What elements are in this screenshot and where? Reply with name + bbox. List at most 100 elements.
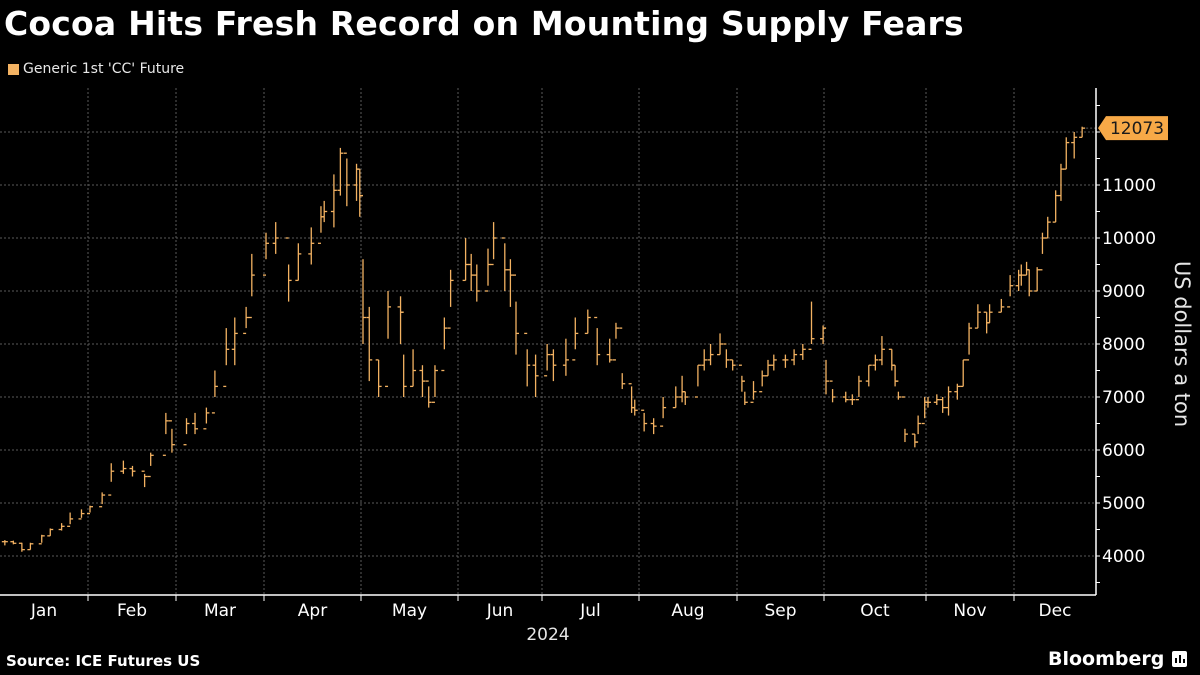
ohlc-bar [400,311,407,397]
price-bars [1,126,1086,552]
x-tick-label: Jul [579,601,601,621]
y-tick-label: 10000 [1102,229,1156,249]
y-tick-label: 8000 [1102,335,1145,355]
ohlc-bar [998,298,1005,313]
ohlc-bar [99,492,106,508]
ohlc-bar [485,248,491,292]
last-value-label: 12073 [1098,116,1168,141]
y-tick-label: 7000 [1102,388,1145,408]
x-tick-label: Jun [486,601,514,621]
ohlc-bar [707,344,714,366]
ohlc-bar [162,412,169,456]
ohlc-bar [1079,126,1086,138]
ohlc-bar [584,309,591,335]
x-tick-label: May [392,601,427,621]
ohlc-bar [808,301,815,350]
ohlc-bar [321,200,328,223]
ohlc-bar [343,152,350,207]
ohlc-bar [419,365,426,397]
brand-text: Bloomberg [1048,648,1165,670]
x-tick-label: Aug [671,601,704,621]
x-tick-label: Nov [953,601,986,621]
y-tick-label: 6000 [1102,441,1145,461]
x-axis-label: 2024 [526,625,569,645]
ohlc-bar [672,386,679,409]
axes [0,88,1100,601]
ohlc-bar [490,222,497,266]
ohlc-bar [865,364,872,387]
ohlc-bar [248,253,255,319]
y-tick-label: 5000 [1102,494,1145,514]
ohlc-bar [550,349,557,382]
ohlc-bar [1007,275,1014,308]
ohlc-bar [945,386,952,416]
ohlc-bar [986,304,993,324]
legend-swatch [8,63,19,75]
ohlc-bar [337,147,344,196]
ohlc-bar [631,399,638,416]
ohlc-bar [641,409,648,432]
ohlc-bar [921,397,928,425]
ohlc-bar [295,243,302,282]
ohlc-bar [915,415,922,443]
y-tick-label: 4000 [1102,547,1145,567]
y-axis-label: US dollars a ton [1170,261,1194,427]
ohlc-bar [619,327,626,390]
ohlc-bar [1044,216,1051,239]
ohlc-bar [1063,137,1070,170]
ohlc-bar [168,420,175,453]
ohlc-bar [901,396,908,443]
ohlc-bar [263,232,269,276]
x-tick-label: Mar [204,601,236,621]
ohlc-bar [878,336,885,366]
ohlc-bar [308,227,315,265]
ohlc-bar [679,375,686,403]
ohlc-bar [425,380,432,408]
y-tick-label: 9000 [1102,282,1145,302]
ohlc-bar [38,534,45,545]
x-tick-label: Feb [117,601,147,621]
ohlc-bar [524,332,531,387]
last-value-box [1098,116,1168,141]
ohlc-bar [366,306,373,382]
ohlc-bar [67,512,74,527]
ohlc-bar [410,349,417,388]
ohlc-bar [532,354,539,397]
x-tick-labels: Jan Feb Mar Apr May Jun Jul Aug Sep Oct Nov Dec [30,601,1072,621]
ohlc-bar [823,327,829,395]
legend: Generic 1st 'CC' Future [8,61,184,77]
ohlc-bar [10,540,17,545]
ohlc-bar [18,542,25,552]
ohlc-bar [925,397,931,408]
ohlc-bar [285,237,292,302]
bloomberg-logo: Bloomberg [1048,648,1188,670]
ohlc-bar [911,433,918,448]
ohlc-bar [385,291,392,388]
source-note: Source: ICE Futures US [6,652,201,670]
ohlc-bar [87,505,93,515]
ohlc-bar [431,365,438,403]
ohlc-bar [849,394,856,405]
ohlc-bar [360,194,366,344]
ohlc-bar [108,463,115,496]
x-tick-label: Jan [30,601,57,621]
ohlc-bar [397,296,404,344]
ohlc-bar [129,465,136,477]
ohlc-bar [750,381,757,403]
ohlc-bar [441,317,448,372]
x-tick-label: Oct [860,601,890,621]
ohlc-bar [1057,163,1064,201]
ohlc-bar [723,343,730,368]
ohlc-bar [544,344,551,377]
ohlc-bar [791,349,798,366]
ohlc-bar [147,452,154,478]
ohlc-bar [660,397,667,427]
ohlc-bar [606,338,613,363]
ohlc-bar [120,460,127,474]
ohlc-bar [895,380,902,400]
grid [0,88,1096,595]
ohlc-bar [954,383,961,400]
ohlc-bar [701,349,708,371]
ohlc-bar [1071,132,1078,159]
